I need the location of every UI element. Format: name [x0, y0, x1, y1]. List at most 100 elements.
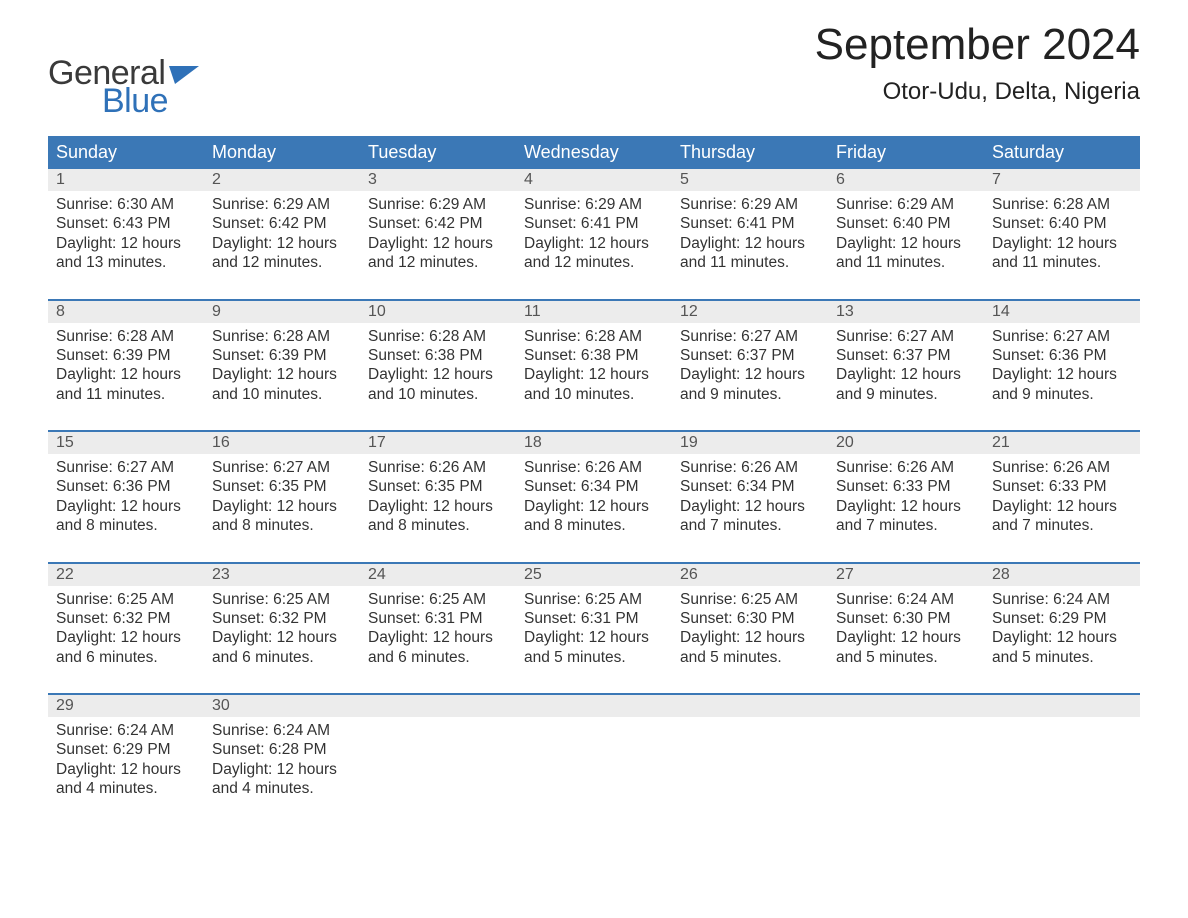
- day-header-wed: Wednesday: [516, 136, 672, 169]
- daylight-line2: and 7 minutes.: [836, 516, 976, 535]
- day-cell: Sunrise: 6:26 AMSunset: 6:33 PMDaylight:…: [984, 454, 1140, 563]
- day-number: [360, 694, 516, 717]
- day-cell: [828, 717, 984, 809]
- day-cell: Sunrise: 6:27 AMSunset: 6:36 PMDaylight:…: [984, 323, 1140, 432]
- sunrise: Sunrise: 6:28 AM: [368, 327, 508, 346]
- day-cell: Sunrise: 6:25 AMSunset: 6:31 PMDaylight:…: [516, 586, 672, 695]
- logo: General Blue: [48, 20, 199, 118]
- daylight-line1: Daylight: 12 hours: [680, 365, 820, 384]
- daylight-line2: and 10 minutes.: [212, 385, 352, 404]
- daylight-line1: Daylight: 12 hours: [368, 365, 508, 384]
- day-number: 14: [984, 300, 1140, 323]
- sunrise: Sunrise: 6:26 AM: [368, 458, 508, 477]
- day-cell: Sunrise: 6:28 AMSunset: 6:39 PMDaylight:…: [204, 323, 360, 432]
- day-cell: Sunrise: 6:26 AMSunset: 6:34 PMDaylight:…: [672, 454, 828, 563]
- daylight-line1: Daylight: 12 hours: [56, 365, 196, 384]
- day-header-thu: Thursday: [672, 136, 828, 169]
- sunset: Sunset: 6:39 PM: [212, 346, 352, 365]
- day-header-sun: Sunday: [48, 136, 204, 169]
- daylight-line2: and 5 minutes.: [524, 648, 664, 667]
- week-num-row: 2930: [48, 694, 1140, 717]
- sunrise: Sunrise: 6:29 AM: [836, 195, 976, 214]
- daylight-line1: Daylight: 12 hours: [524, 628, 664, 647]
- day-number: 18: [516, 431, 672, 454]
- day-number: 26: [672, 563, 828, 586]
- day-number: 4: [516, 169, 672, 191]
- sunrise: Sunrise: 6:24 AM: [836, 590, 976, 609]
- day-number: 15: [48, 431, 204, 454]
- daylight-line2: and 6 minutes.: [368, 648, 508, 667]
- sunset: Sunset: 6:33 PM: [992, 477, 1132, 496]
- daylight-line1: Daylight: 12 hours: [992, 628, 1132, 647]
- sunrise: Sunrise: 6:24 AM: [56, 721, 196, 740]
- day-cell: [360, 717, 516, 809]
- sunset: Sunset: 6:36 PM: [56, 477, 196, 496]
- day-number: 29: [48, 694, 204, 717]
- daylight-line1: Daylight: 12 hours: [680, 234, 820, 253]
- day-number: 22: [48, 563, 204, 586]
- sunrise: Sunrise: 6:25 AM: [212, 590, 352, 609]
- daylight-line2: and 10 minutes.: [524, 385, 664, 404]
- day-cell: Sunrise: 6:27 AMSunset: 6:36 PMDaylight:…: [48, 454, 204, 563]
- sunset: Sunset: 6:40 PM: [992, 214, 1132, 233]
- day-cell: Sunrise: 6:29 AMSunset: 6:41 PMDaylight:…: [672, 191, 828, 300]
- sunset: Sunset: 6:32 PM: [56, 609, 196, 628]
- sunset: Sunset: 6:31 PM: [368, 609, 508, 628]
- day-number: 24: [360, 563, 516, 586]
- sunrise: Sunrise: 6:27 AM: [836, 327, 976, 346]
- sunrise: Sunrise: 6:27 AM: [56, 458, 196, 477]
- day-number: 13: [828, 300, 984, 323]
- daylight-line1: Daylight: 12 hours: [56, 497, 196, 516]
- sunrise: Sunrise: 6:29 AM: [524, 195, 664, 214]
- sunset: Sunset: 6:42 PM: [368, 214, 508, 233]
- sunrise: Sunrise: 6:24 AM: [212, 721, 352, 740]
- sunset: Sunset: 6:29 PM: [56, 740, 196, 759]
- sunrise: Sunrise: 6:26 AM: [992, 458, 1132, 477]
- daylight-line2: and 8 minutes.: [56, 516, 196, 535]
- daylight-line2: and 13 minutes.: [56, 253, 196, 272]
- week-num-row: 15161718192021: [48, 431, 1140, 454]
- daylight-line2: and 8 minutes.: [368, 516, 508, 535]
- calendar-table: Sunday Monday Tuesday Wednesday Thursday…: [48, 136, 1140, 809]
- day-cell: Sunrise: 6:25 AMSunset: 6:30 PMDaylight:…: [672, 586, 828, 695]
- week-content-row: Sunrise: 6:28 AMSunset: 6:39 PMDaylight:…: [48, 323, 1140, 432]
- day-number: 10: [360, 300, 516, 323]
- sunset: Sunset: 6:35 PM: [212, 477, 352, 496]
- sunset: Sunset: 6:30 PM: [836, 609, 976, 628]
- daylight-line2: and 4 minutes.: [212, 779, 352, 798]
- day-number: 8: [48, 300, 204, 323]
- day-number: 23: [204, 563, 360, 586]
- day-number: 21: [984, 431, 1140, 454]
- day-cell: [516, 717, 672, 809]
- day-number: 27: [828, 563, 984, 586]
- daylight-line2: and 11 minutes.: [836, 253, 976, 272]
- daylight-line2: and 6 minutes.: [212, 648, 352, 667]
- daylight-line1: Daylight: 12 hours: [212, 234, 352, 253]
- sunset: Sunset: 6:42 PM: [212, 214, 352, 233]
- daylight-line1: Daylight: 12 hours: [992, 234, 1132, 253]
- daylight-line2: and 6 minutes.: [56, 648, 196, 667]
- day-number: 6: [828, 169, 984, 191]
- sunrise: Sunrise: 6:27 AM: [212, 458, 352, 477]
- day-cell: Sunrise: 6:29 AMSunset: 6:42 PMDaylight:…: [204, 191, 360, 300]
- sunset: Sunset: 6:29 PM: [992, 609, 1132, 628]
- day-cell: Sunrise: 6:26 AMSunset: 6:35 PMDaylight:…: [360, 454, 516, 563]
- day-number: 5: [672, 169, 828, 191]
- day-header-mon: Monday: [204, 136, 360, 169]
- day-cell: Sunrise: 6:28 AMSunset: 6:38 PMDaylight:…: [516, 323, 672, 432]
- month-title: September 2024: [815, 20, 1140, 70]
- sunset: Sunset: 6:38 PM: [368, 346, 508, 365]
- sunset: Sunset: 6:34 PM: [524, 477, 664, 496]
- day-number: 25: [516, 563, 672, 586]
- sunset: Sunset: 6:33 PM: [836, 477, 976, 496]
- day-number: 1: [48, 169, 204, 191]
- day-cell: Sunrise: 6:25 AMSunset: 6:32 PMDaylight:…: [204, 586, 360, 695]
- week-content-row: Sunrise: 6:24 AMSunset: 6:29 PMDaylight:…: [48, 717, 1140, 809]
- day-number: 12: [672, 300, 828, 323]
- day-number: [516, 694, 672, 717]
- day-cell: Sunrise: 6:24 AMSunset: 6:29 PMDaylight:…: [48, 717, 204, 809]
- sunrise: Sunrise: 6:28 AM: [212, 327, 352, 346]
- sunset: Sunset: 6:36 PM: [992, 346, 1132, 365]
- sunset: Sunset: 6:41 PM: [524, 214, 664, 233]
- day-number: 28: [984, 563, 1140, 586]
